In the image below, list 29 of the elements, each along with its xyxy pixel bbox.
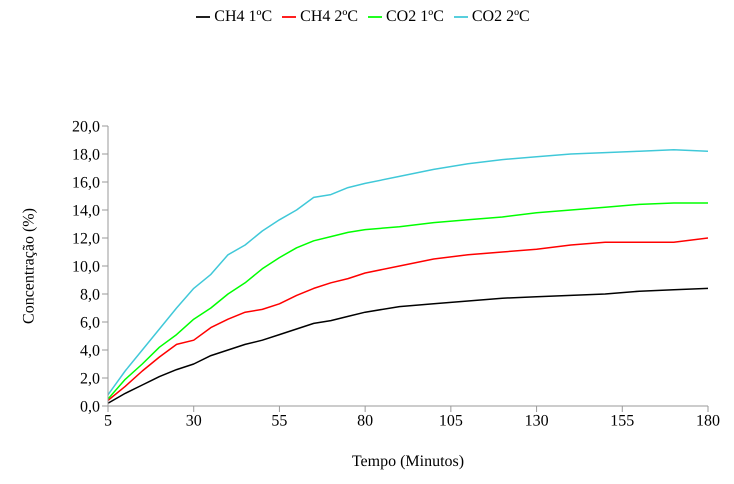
legend-label: CO2 1ºC <box>386 8 444 25</box>
x-axis-title: Tempo (Minutos) <box>352 453 464 470</box>
y-tick-label: 6,0 <box>80 314 100 332</box>
line-series <box>108 237 708 402</box>
y-axis-title: Concentração (%) <box>20 208 38 324</box>
line-series <box>108 288 708 404</box>
x-tick-label: 180 <box>696 412 720 430</box>
y-tick-label: 20,0 <box>72 118 100 136</box>
line-series <box>108 202 708 400</box>
x-tick-label: 105 <box>438 412 463 430</box>
x-tick-label: 130 <box>524 412 549 430</box>
y-tick-label: 4,0 <box>80 342 100 360</box>
y-tick-label: 18,0 <box>72 146 100 164</box>
y-tick-label: 14,0 <box>72 202 100 220</box>
x-tick-label: 30 <box>186 412 202 430</box>
legend-label: CH4 2ºC <box>300 8 358 25</box>
x-tick-label: 80 <box>357 412 374 430</box>
x-tick-label: 5 <box>104 412 112 430</box>
y-tick-label: 0,0 <box>80 398 100 416</box>
y-tick-label: 10,0 <box>72 258 100 276</box>
x-tick-label: 55 <box>271 412 288 430</box>
y-tick-label: 2,0 <box>80 370 100 388</box>
y-tick-label: 16,0 <box>72 174 100 192</box>
line-series <box>108 149 708 396</box>
y-tick-label: 12,0 <box>72 230 100 248</box>
y-tick-label: 8,0 <box>80 286 100 304</box>
x-tick-label: 155 <box>610 412 634 430</box>
legend-label: CO2 2ºC <box>472 8 530 25</box>
legend-label: CH4 1ºC <box>214 8 272 25</box>
